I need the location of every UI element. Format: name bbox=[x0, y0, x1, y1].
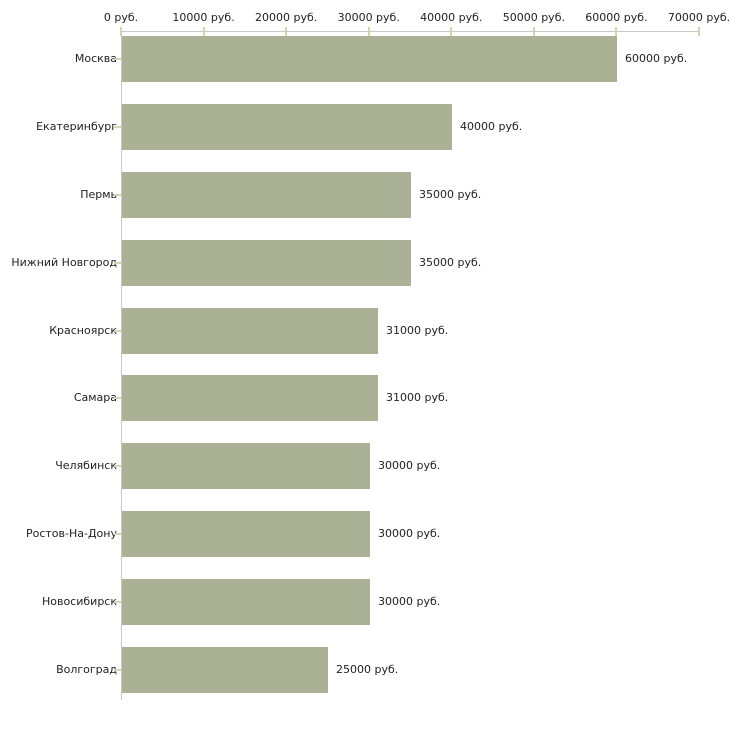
category-label: Ростов-На-Дону bbox=[25, 527, 117, 540]
value-label: 30000 руб. bbox=[378, 527, 441, 540]
bar bbox=[122, 308, 378, 354]
x-tick-label: 0 руб. bbox=[103, 11, 139, 24]
value-label: 40000 руб. bbox=[460, 120, 523, 133]
category-label: Нижний Новгород bbox=[11, 256, 117, 269]
value-label: 35000 руб. bbox=[419, 188, 482, 201]
category-label: Пермь bbox=[80, 188, 117, 201]
bar bbox=[122, 104, 452, 150]
value-label: 31000 руб. bbox=[386, 324, 449, 337]
y-tick-mark bbox=[114, 262, 121, 264]
x-tick-label: 70000 руб. bbox=[667, 11, 730, 24]
value-label: 30000 руб. bbox=[378, 459, 441, 472]
bar bbox=[122, 36, 617, 82]
y-tick-mark bbox=[114, 601, 121, 603]
y-tick-mark bbox=[114, 669, 121, 671]
category-label: Новосибирск bbox=[41, 595, 117, 608]
category-label: Челябинск bbox=[55, 459, 117, 472]
bar bbox=[122, 172, 411, 218]
value-label: 31000 руб. bbox=[386, 391, 449, 404]
value-label: 35000 руб. bbox=[419, 256, 482, 269]
value-label: 30000 руб. bbox=[378, 595, 441, 608]
x-tick-label: 50000 руб. bbox=[502, 11, 565, 24]
category-label: Москва bbox=[74, 52, 117, 65]
y-tick-mark bbox=[114, 533, 121, 535]
category-label: Екатеринбург bbox=[36, 120, 117, 133]
category-label: Самара bbox=[73, 391, 117, 404]
bar bbox=[122, 579, 370, 625]
bar bbox=[122, 240, 411, 286]
x-axis-line bbox=[121, 31, 700, 32]
bar bbox=[122, 443, 370, 489]
y-tick-mark bbox=[114, 126, 121, 128]
y-tick-mark bbox=[114, 58, 121, 60]
bar bbox=[122, 511, 370, 557]
x-tick-label: 20000 руб. bbox=[254, 11, 318, 24]
y-axis-line bbox=[121, 31, 122, 700]
y-tick-mark bbox=[114, 397, 121, 399]
x-tick-label: 10000 руб. bbox=[172, 11, 235, 24]
bar bbox=[122, 375, 378, 421]
y-tick-mark bbox=[114, 194, 121, 196]
x-tick-label: 40000 руб. bbox=[420, 11, 483, 24]
x-tick-label: 30000 руб. bbox=[337, 11, 400, 24]
category-label: Волгоград bbox=[56, 663, 117, 676]
value-label: 60000 руб. bbox=[625, 52, 688, 65]
bar bbox=[122, 647, 328, 693]
y-tick-mark bbox=[114, 465, 121, 467]
x-tick-label: 60000 руб. bbox=[585, 11, 648, 24]
value-label: 25000 руб. bbox=[336, 663, 399, 676]
y-tick-mark bbox=[114, 330, 121, 332]
category-label: Красноярск bbox=[49, 324, 117, 337]
